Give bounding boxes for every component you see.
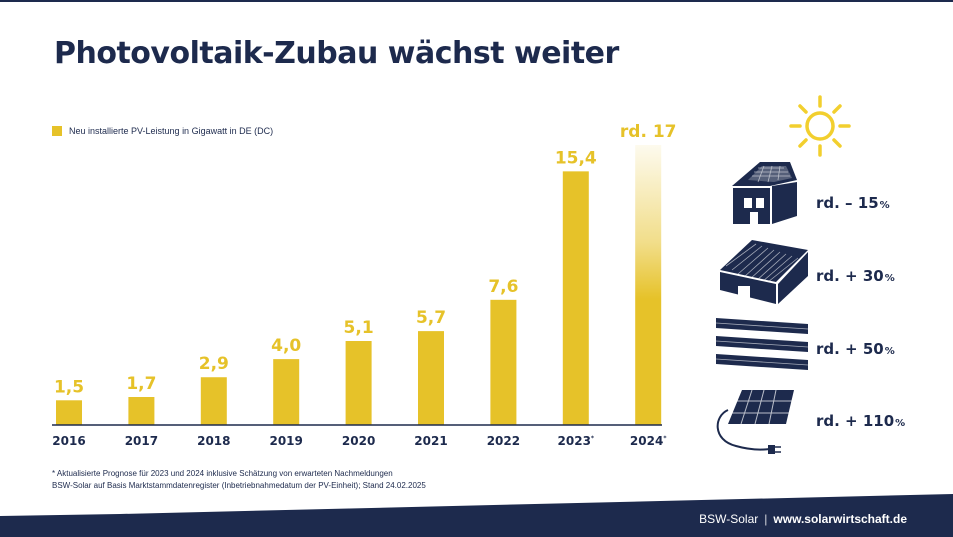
plug-in-solar-panel-icon	[716, 389, 794, 454]
stat-sign: rd. +	[816, 340, 863, 358]
bar-2018	[200, 377, 227, 425]
footer-band	[0, 494, 953, 537]
stat-unit: %	[884, 346, 895, 357]
footer-separator: |	[764, 512, 768, 526]
year-label-2016: 2016	[52, 434, 85, 448]
stat-sign: rd. +	[816, 267, 863, 285]
top-rule	[0, 0, 953, 2]
value-label-2017: 1,7	[126, 374, 156, 394]
year-label-2017: 2017	[125, 434, 158, 448]
legend-label: Neu installierte PV-Leistung in Gigawatt…	[69, 126, 274, 136]
value-label-2021: 5,7	[416, 308, 446, 328]
bar-2017	[128, 397, 155, 425]
ground-mounted-solar-icon	[715, 318, 809, 370]
value-label-2020: 5,1	[344, 318, 374, 338]
legend-swatch	[52, 126, 62, 136]
year-label-2021: 2021	[414, 434, 447, 448]
stat-unit: %	[884, 273, 895, 284]
commercial-rooftop-solar-icon	[720, 240, 808, 304]
stat-unit: %	[879, 200, 890, 211]
sun-icon	[789, 95, 851, 157]
stat-value: 15	[857, 194, 879, 212]
year-label-2019: 2019	[269, 434, 302, 448]
segment-stat-plug-in: rd. + 110%	[816, 412, 905, 430]
segment-stat-commercial: rd. + 30%	[816, 267, 895, 285]
bar-2022	[490, 299, 517, 425]
bar-2016	[56, 400, 82, 425]
bar-2021	[418, 331, 444, 425]
value-label-2016: 1,5	[54, 377, 84, 397]
value-label-2018: 2,9	[199, 354, 229, 374]
footnotes: * Aktualisierte Prognose für 2023 und 20…	[52, 468, 426, 492]
footer-brand: BSW-Solar	[699, 512, 759, 526]
source-note: BSW-Solar auf Basis Marktstammdatenregis…	[52, 481, 426, 490]
footer: BSW-Solar | www.solarwirtschaft.de	[699, 512, 907, 526]
page-title: Photovoltaik-Zubau wächst weiter	[54, 36, 619, 71]
forecast-footnote: * Aktualisierte Prognose für 2023 und 20…	[52, 469, 393, 478]
bar-2024	[635, 145, 662, 425]
bar-2023	[562, 171, 589, 425]
footer-url[interactable]: www.solarwirtschaft.de	[773, 512, 907, 526]
year-label-2020: 2020	[342, 434, 375, 448]
value-label-2022: 7,6	[488, 277, 518, 297]
year-label-2023: 2023*	[558, 434, 595, 448]
stat-unit: %	[895, 418, 906, 429]
value-label-2024: rd. 17	[620, 122, 677, 142]
bar-2020	[345, 341, 372, 425]
year-label-2018: 2018	[197, 434, 230, 448]
year-label-2022: 2022	[487, 434, 520, 448]
stat-sign: rd. –	[816, 194, 858, 212]
stat-value: 30	[862, 267, 884, 285]
chart-legend: Neu installierte PV-Leistung in Gigawatt…	[52, 125, 273, 137]
value-label-2019: 4,0	[271, 336, 301, 356]
segment-stat-ground-mounted: rd. + 50%	[816, 340, 895, 358]
year-label-2024: 2024*	[630, 434, 667, 448]
stat-value: 110	[862, 412, 895, 430]
house-rooftop-solar-icon	[732, 162, 797, 224]
stat-value: 50	[862, 340, 884, 358]
stat-sign: rd. +	[816, 412, 863, 430]
value-label-2023: 15,4	[555, 148, 597, 168]
bar-2019	[273, 359, 300, 425]
segment-stat-house: rd. – 15%	[816, 194, 890, 212]
